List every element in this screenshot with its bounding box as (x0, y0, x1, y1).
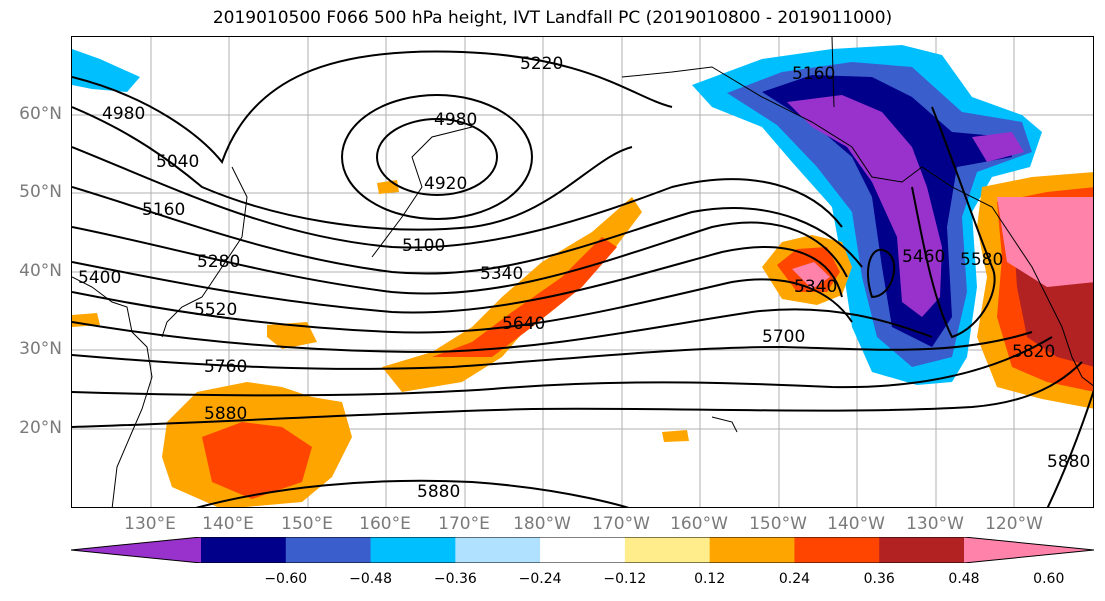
colorbar-tick-label: 0.60 (1033, 571, 1065, 587)
lon-label-160e: 160°E (359, 514, 411, 534)
contour-label: 5100 (402, 236, 445, 256)
contour-label: 5880 (204, 404, 247, 424)
contour-label: 5520 (194, 300, 237, 320)
contour-label: 5340 (480, 264, 523, 284)
colorbar-segment (879, 537, 965, 563)
map-panel[interactable]: 5220 5160 4980 4980 4920 5040 5160 5100 … (71, 36, 1094, 508)
colorbar-segment (285, 537, 372, 563)
colorbar-tick-label: 0.24 (778, 571, 811, 587)
colorbar-tick-label: −0.48 (349, 571, 392, 587)
lon-label-120w: 120°W (985, 514, 1043, 534)
contour-label: 5400 (78, 268, 121, 288)
contour-label: 5040 (156, 152, 199, 172)
contour-label: 5160 (792, 64, 835, 84)
colorbar-tick-label: −0.60 (264, 571, 308, 587)
contour-label: 5340 (794, 277, 837, 297)
contour-label: 4920 (424, 174, 467, 194)
lon-label-140e: 140°E (202, 514, 254, 534)
height-contours (72, 50, 1093, 507)
lon-label-140w: 140°W (827, 514, 885, 534)
colorbar-segment (370, 537, 456, 563)
lon-label-130e: 130°E (124, 514, 176, 534)
colorbar-tick-label: −0.24 (518, 571, 562, 587)
colorbar-segment (455, 537, 541, 563)
contour-label: 5760 (204, 357, 247, 377)
contour-label: 5160 (142, 200, 185, 220)
figure-title: 2019010500 F066 500 hPa height, IVT Land… (212, 8, 893, 28)
contour-label: 5220 (520, 54, 563, 74)
colorbar-segment (540, 537, 626, 563)
contour-label: 5460 (902, 247, 945, 267)
lon-label-170w: 170°W (592, 514, 650, 534)
colorbar-tick-label: −0.36 (433, 571, 477, 587)
lon-label-150e: 150°E (281, 514, 333, 534)
lat-label-50n: 50°N (19, 182, 62, 202)
colorbar-segments (71, 537, 1094, 563)
contour-label: 5640 (502, 314, 545, 334)
contour-label: 5820 (1012, 342, 1055, 362)
contour-label: 5580 (960, 250, 1003, 270)
colorbar-segment (709, 537, 795, 563)
map-canvas: 5220 5160 4980 4980 4920 5040 5160 5100 … (72, 37, 1093, 507)
lon-label-170e: 170°E (438, 514, 490, 534)
contour-label: 5280 (197, 252, 240, 272)
colorbar-segment (794, 537, 880, 563)
lat-label-40n: 40°N (19, 261, 62, 281)
colorbar-tick-label: 0.48 (948, 571, 980, 587)
contour-label: 5880 (1047, 452, 1090, 472)
colorbar (71, 537, 1094, 563)
ivt-shading (72, 45, 1093, 507)
contour-label: 5880 (417, 482, 460, 502)
colorbar-tick-label: −0.12 (603, 571, 647, 587)
colorbar-tick-label: 0.12 (694, 571, 726, 587)
contour-label: 5700 (762, 327, 805, 347)
lon-label-150w: 150°W (749, 514, 807, 534)
lon-label-130w: 130°W (906, 514, 964, 534)
colorbar-segment (201, 537, 287, 563)
colorbar-segment (964, 537, 1094, 563)
lon-label-180w: 180°W (513, 514, 571, 534)
lat-label-30n: 30°N (19, 339, 62, 359)
colorbar-tick-label: 0.36 (863, 571, 895, 587)
contour-labels: 5220 5160 4980 4980 4920 5040 5160 5100 … (78, 54, 1090, 502)
lon-label-160w: 160°W (670, 514, 728, 534)
colorbar-segment (624, 537, 711, 563)
lat-label-20n: 20°N (19, 418, 62, 438)
contour-label: 4980 (434, 110, 477, 130)
colorbar-segment (71, 537, 201, 563)
lat-label-60n: 60°N (19, 104, 62, 124)
contour-label: 4980 (102, 104, 145, 124)
